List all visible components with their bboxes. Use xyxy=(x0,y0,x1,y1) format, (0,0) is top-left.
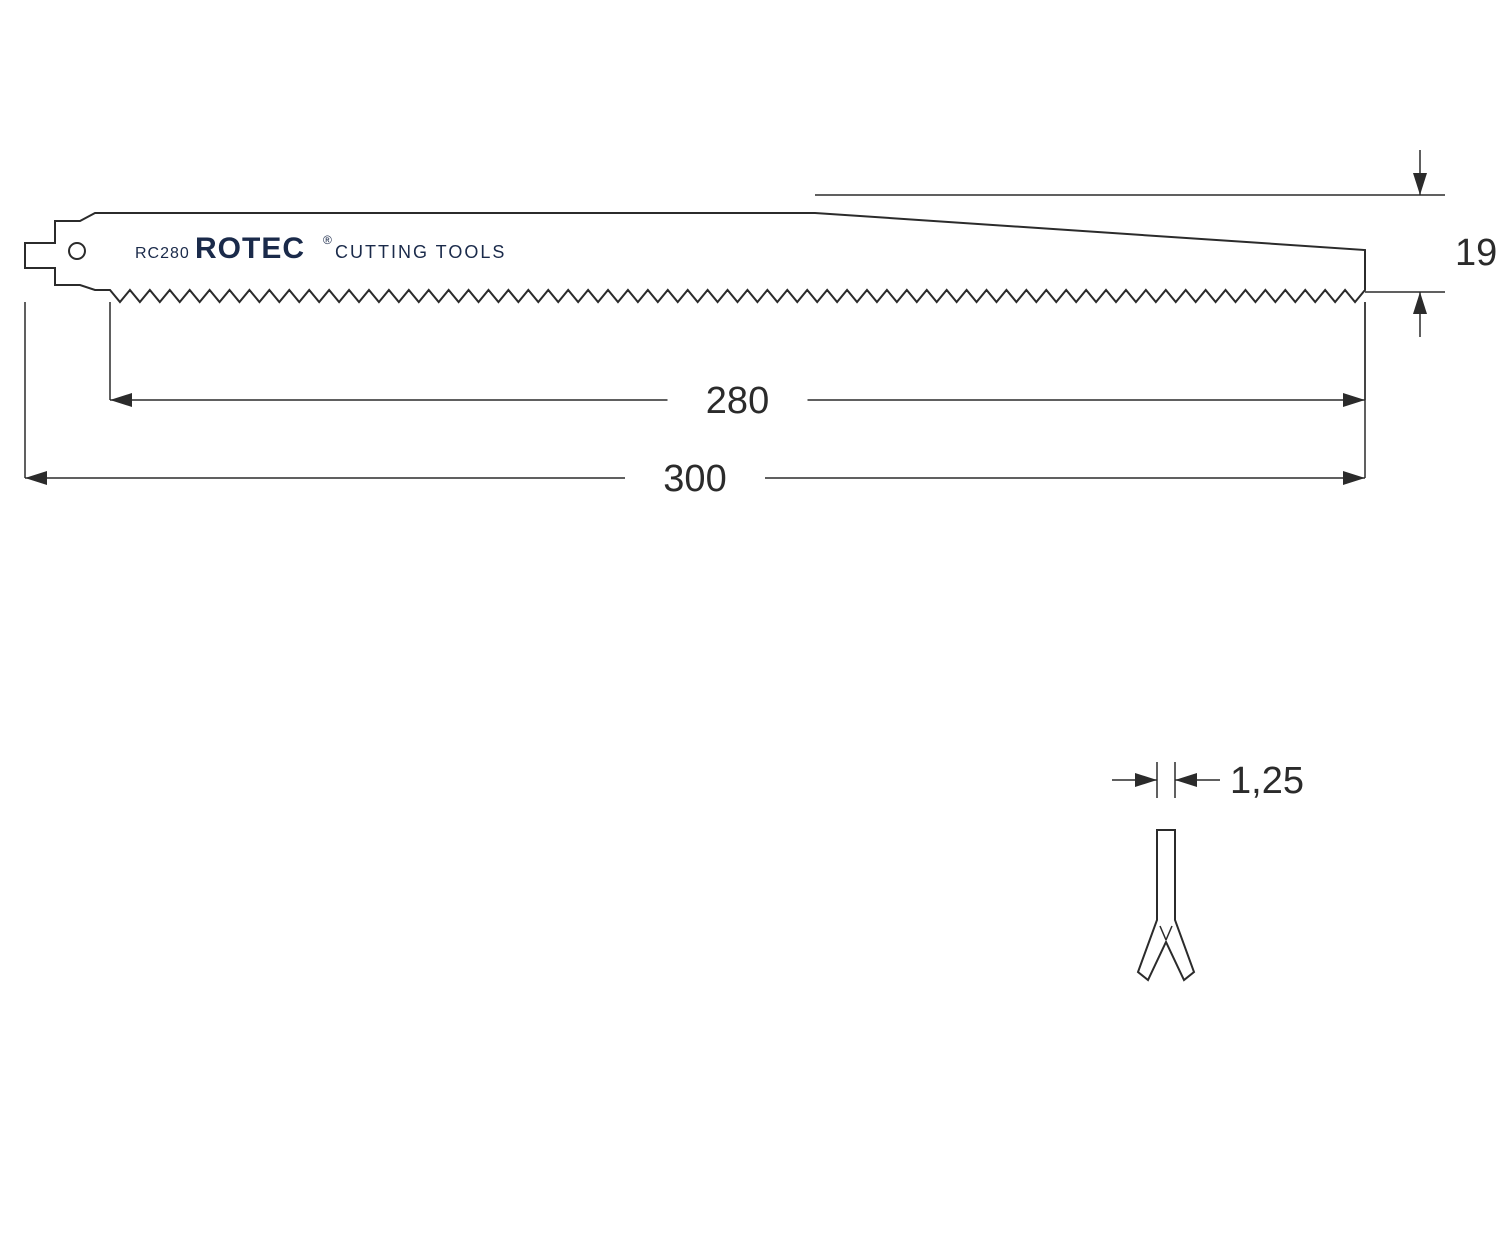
brand-label: ROTEC xyxy=(195,232,305,265)
shank-hole xyxy=(69,243,85,259)
brand-registered: ® xyxy=(323,233,332,247)
technical-drawing: RC280 ROTEC ®CUTTING TOOLS 19 280 300 1,25 xyxy=(0,0,1500,1250)
dim-height-label: 19 xyxy=(1455,232,1497,274)
model-label: RC280 xyxy=(135,245,190,262)
brand-subtitle: CUTTING TOOLS xyxy=(335,242,506,262)
dim-thickness-label: 1,25 xyxy=(1230,760,1304,802)
dim-cut-length-label: 280 xyxy=(706,380,769,422)
cross-section-outline xyxy=(1138,830,1194,980)
dim-total-length-label: 300 xyxy=(663,458,726,500)
